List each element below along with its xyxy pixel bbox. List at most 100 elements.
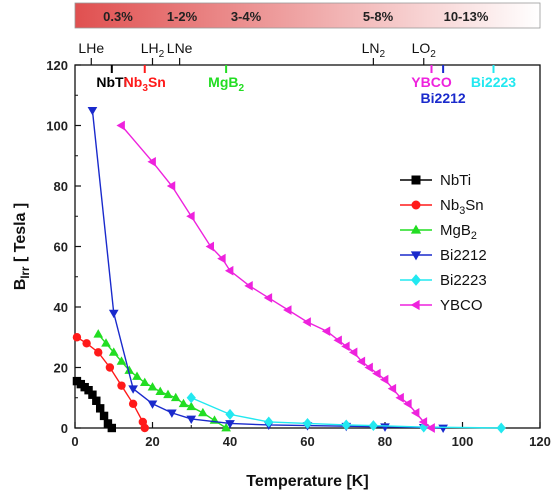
data-point [403, 398, 412, 409]
data-point [178, 398, 189, 408]
cost-label: 0.3% [103, 9, 133, 24]
x-tick-label: 60 [300, 434, 314, 449]
series-line [120, 125, 432, 429]
data-point [84, 385, 93, 395]
series-line [76, 336, 146, 429]
data-point [163, 389, 173, 399]
data-point [101, 338, 111, 347]
data-point [333, 335, 342, 346]
x-tick-label: 80 [378, 434, 392, 449]
data-point [410, 408, 420, 418]
data-point [107, 423, 117, 433]
data-point [72, 333, 82, 342]
series-nbti [72, 376, 117, 433]
material-label: YBCO [411, 74, 452, 90]
material-label: NbTi [96, 74, 127, 90]
data-point [170, 392, 181, 402]
y-tick-label: 100 [46, 119, 68, 134]
y-tick-label: 120 [46, 58, 68, 73]
data-point [419, 421, 429, 433]
cost-bar [74, 2, 541, 29]
material-label: Nb3Sn [124, 74, 166, 94]
data-point [395, 392, 404, 403]
data-point [155, 386, 166, 396]
data-point [438, 424, 448, 434]
data-point [217, 253, 226, 264]
legend-marker [410, 224, 422, 234]
material-label: MgB2 [208, 74, 244, 94]
data-point [186, 211, 195, 222]
data-point [88, 390, 97, 399]
legend-label: Bi2212 [440, 247, 487, 264]
material-label: Bi2212 [421, 90, 466, 106]
data-point [166, 181, 176, 191]
data-point [128, 399, 138, 408]
data-point [95, 404, 105, 413]
data-point [105, 363, 115, 372]
data-point [379, 374, 389, 385]
data-point [418, 417, 428, 427]
data-point [147, 382, 158, 391]
data-point [225, 420, 235, 429]
series-line [97, 333, 227, 429]
data-point [263, 293, 273, 303]
data-point [116, 356, 127, 365]
data-point [356, 356, 366, 367]
legend-label: Nb3Sn [440, 197, 484, 217]
data-point [132, 371, 142, 380]
y-tick-label: 80 [54, 179, 68, 194]
bath-marker-label: LHe [78, 40, 104, 56]
x-tick-label: 20 [145, 434, 159, 449]
bath-marker-label: LH2 [141, 40, 165, 60]
data-point [221, 422, 231, 432]
data-point [186, 401, 197, 411]
bath-marker-label: LNe [167, 40, 193, 56]
legend-label: Bi2223 [440, 272, 487, 289]
y-tick-label: 40 [54, 300, 68, 315]
data-point [496, 422, 506, 434]
legend-label: MgB2 [440, 222, 477, 242]
x-axis-title: Temperature [K] [246, 473, 368, 490]
y-tick-label: 20 [54, 361, 68, 376]
data-point [108, 347, 119, 356]
legend-label: NbTi [440, 172, 471, 189]
data-point [341, 419, 351, 431]
data-point [167, 409, 177, 418]
data-point [224, 265, 234, 276]
data-point [93, 329, 104, 338]
series-ybco [116, 120, 435, 433]
legend-marker [411, 175, 421, 185]
legend-label: YBCO [440, 297, 483, 314]
data-point [147, 156, 156, 167]
data-point [283, 305, 292, 315]
data-point [364, 362, 373, 373]
data-point [302, 418, 313, 429]
data-point [348, 347, 358, 358]
series-line [190, 397, 502, 429]
legend-marker [411, 200, 421, 210]
data-point [139, 377, 150, 386]
data-point [128, 385, 138, 394]
data-point [94, 348, 103, 357]
data-point [92, 396, 101, 405]
cost-label: 1-2% [167, 9, 198, 24]
x-tick-label: 0 [71, 434, 78, 449]
x-tick-label: 120 [529, 434, 551, 449]
data-point [87, 107, 98, 116]
data-point [103, 419, 113, 428]
series-nb [72, 333, 149, 433]
data-point [205, 241, 214, 252]
series-mgb [93, 329, 231, 432]
material-label: Bi2223 [471, 74, 516, 90]
data-point [116, 120, 125, 131]
cost-label: 5-8% [363, 9, 394, 24]
bath-marker-label: LO2 [412, 40, 437, 60]
y-tick-label: 60 [54, 240, 68, 255]
data-point [99, 411, 109, 421]
data-point [426, 423, 435, 433]
data-point [82, 339, 91, 348]
bath-marker-label: LN2 [362, 40, 386, 60]
x-tick-label: 100 [452, 434, 474, 449]
legend-marker [410, 251, 422, 261]
